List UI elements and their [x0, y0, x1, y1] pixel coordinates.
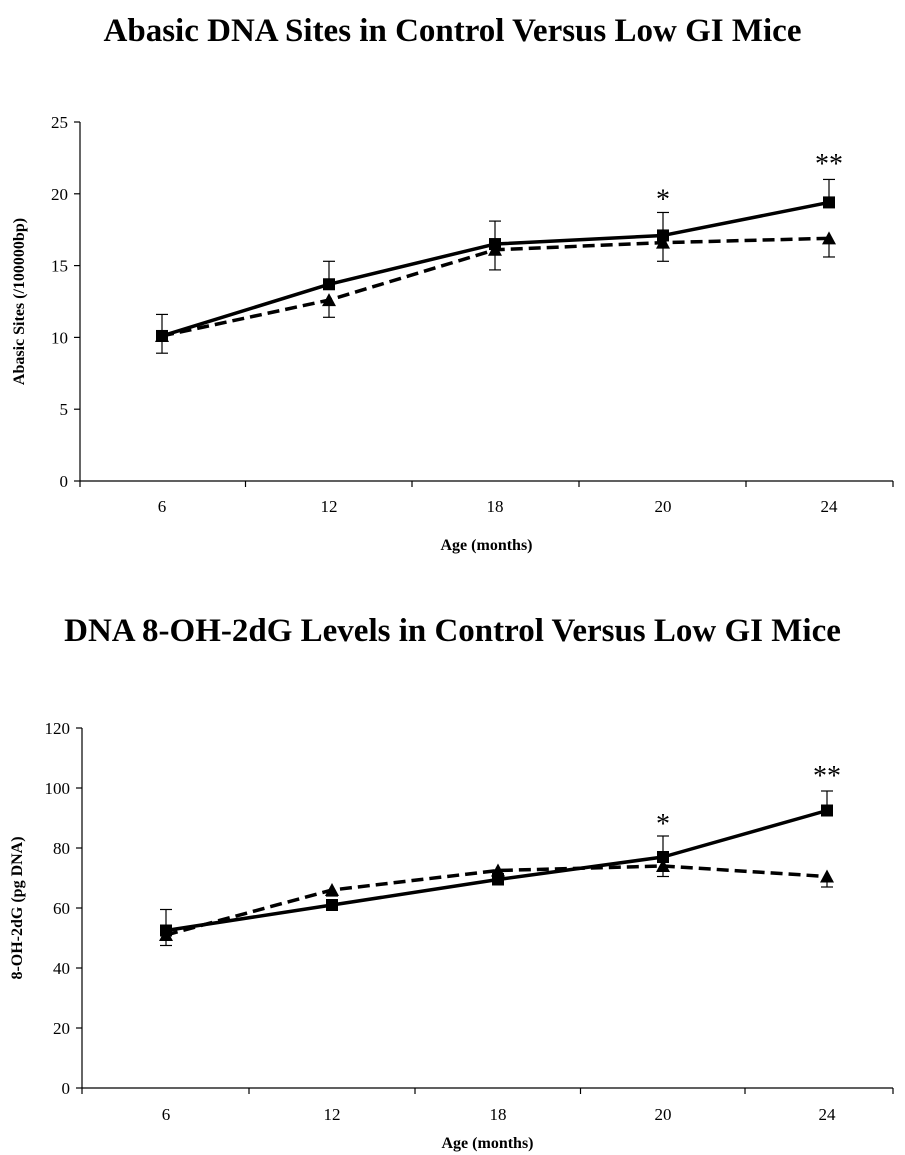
- square-marker: [323, 278, 335, 291]
- oh-2dg-chart: DNA 8-OH-2dG Levels in Control Versus Lo…: [0, 580, 905, 1155]
- square-marker: [489, 238, 501, 251]
- y-tick-label: 100: [45, 779, 71, 798]
- square-marker: [821, 804, 833, 817]
- triangle-marker: [822, 231, 836, 245]
- x-tick-label: 6: [162, 1105, 171, 1124]
- x-axis-title: Age (months): [441, 537, 533, 554]
- triangle-marker: [325, 883, 339, 896]
- triangle-marker: [820, 869, 834, 883]
- x-tick-label: 12: [324, 1105, 341, 1124]
- y-axis-title: Abasic Sites (/100000bp): [11, 218, 28, 385]
- square-marker: [492, 873, 504, 886]
- square-marker: [326, 899, 338, 911]
- y-tick-label: 40: [53, 959, 70, 978]
- chart-title: Abasic DNA Sites in Control Versus Low G…: [103, 13, 802, 49]
- significance-marker: *: [656, 185, 670, 216]
- y-tick-label: 5: [60, 400, 69, 419]
- square-marker: [160, 924, 172, 937]
- x-tick-label: 20: [655, 497, 672, 516]
- triangle-marker: [322, 293, 336, 307]
- square-marker: [657, 229, 669, 242]
- y-tick-label: 120: [45, 719, 71, 738]
- square-marker: [657, 851, 669, 863]
- y-tick-label: 20: [51, 185, 68, 204]
- significance-marker: **: [815, 149, 843, 180]
- oh-2dg-plot: 0 20 40 60 80 100 120 6 12 18 20 24 Age (months) 8-OH…: [9, 719, 894, 1152]
- y-tick-label: 0: [60, 472, 69, 491]
- x-tick-label: 6: [158, 497, 167, 516]
- square-marker: [823, 196, 835, 209]
- y-tick-label: 60: [53, 899, 70, 918]
- x-axis-title: Age (months): [442, 1135, 534, 1152]
- significance-marker: *: [656, 809, 670, 840]
- y-tick-label: 10: [51, 328, 68, 347]
- y-tick-label: 25: [51, 113, 68, 132]
- x-tick-label: 24: [819, 1105, 837, 1124]
- y-tick-label: 80: [53, 839, 70, 858]
- chart-title: DNA 8-OH-2dG Levels in Control Versus Lo…: [64, 613, 841, 649]
- triangle-series-line: [165, 864, 828, 937]
- x-tick-label: 18: [490, 1105, 507, 1124]
- abasic-sites-plot: 0 5 10 15 20 25 6 12 18 20 24 Age (months) Abasic Si…: [11, 113, 894, 554]
- x-tick-label: 12: [321, 497, 338, 516]
- y-tick-label: 20: [53, 1019, 70, 1038]
- y-tick-label: 15: [51, 257, 68, 276]
- abasic-sites-chart: Abasic DNA Sites in Control Versus Low G…: [11, 13, 894, 554]
- y-tick-label: 0: [62, 1079, 71, 1098]
- significance-marker: **: [813, 761, 841, 792]
- triangle-marker: [656, 859, 670, 872]
- x-tick-label: 20: [655, 1105, 672, 1124]
- y-axis-title: 8-OH-2dG (pg DNA): [9, 836, 26, 979]
- square-marker: [156, 329, 168, 342]
- x-tick-label: 18: [487, 497, 504, 516]
- x-tick-label: 24: [821, 497, 839, 516]
- triangle-marker: [656, 235, 670, 249]
